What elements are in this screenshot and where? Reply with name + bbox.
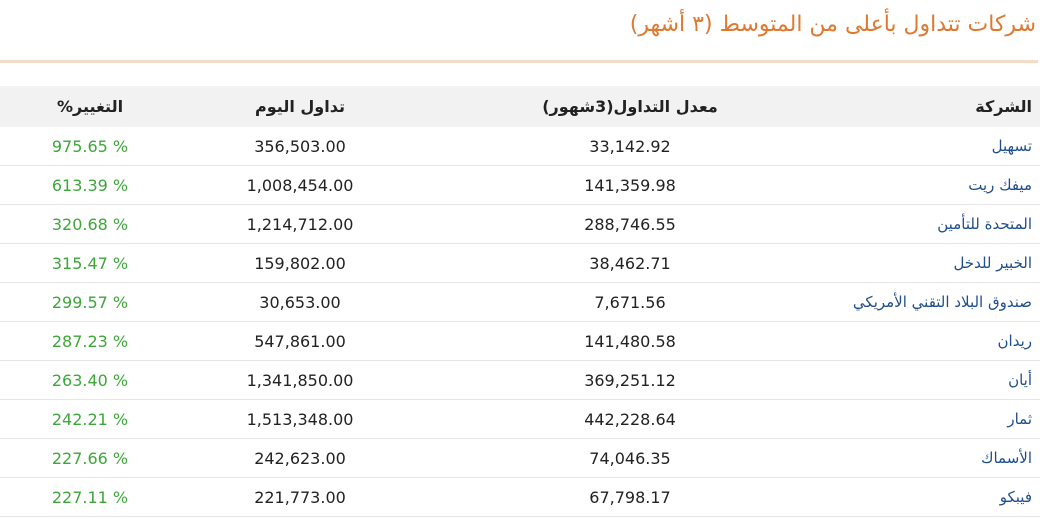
table-row: ثمار 442,228.64 1,513,348.00 242.21 % (0, 400, 1040, 439)
avg-volume-value: 141,359.98 (584, 175, 676, 195)
company-link[interactable]: أيان (1008, 371, 1032, 389)
company-link[interactable]: تسهيل (991, 137, 1032, 155)
change-value: 315.47 % (51, 253, 129, 273)
table-header: الشركة معدل التداول(3شهور) تداول اليوم ا… (0, 86, 1040, 127)
change-value: 320.68 % (51, 214, 129, 234)
avg-volume-value: 442,228.64 (584, 409, 676, 429)
change-value: 299.57 % (51, 292, 129, 312)
avg-volume-value: 74,046.35 (589, 448, 671, 468)
table-row: الأسماك 74,046.35 242,623.00 227.66 % (0, 439, 1040, 478)
company-link[interactable]: فيبكو (999, 488, 1032, 506)
page-title: شركات تتداول بأعلى من المتوسط (٣ أشهر) (629, 12, 1036, 37)
table-row: فيبكو 67,798.17 221,773.00 227.11 % (0, 478, 1040, 517)
avg-volume-value: 33,142.92 (589, 136, 671, 156)
avg-volume-value: 288,746.55 (584, 214, 676, 234)
change-value: 975.65 % (51, 136, 129, 156)
title-divider (0, 60, 1038, 63)
avg-volume-value: 67,798.17 (589, 487, 671, 507)
table-row: ميفك ريت 141,359.98 1,008,454.00 613.39 … (0, 166, 1040, 205)
company-link[interactable]: الأسماك (981, 449, 1032, 467)
today-volume-value: 547,861.00 (254, 331, 346, 351)
today-volume-value: 30,653.00 (259, 292, 341, 312)
change-value: 287.23 % (51, 331, 129, 351)
change-value: 242.21 % (51, 409, 129, 429)
table-row: صندوق البلاد التقني الأمريكي 7,671.56 30… (0, 283, 1040, 322)
table-row: أيان 369,251.12 1,341,850.00 263.40 % (0, 361, 1040, 400)
today-volume-value: 242,623.00 (254, 448, 346, 468)
header-avg-volume: معدل التداول(3شهور) (542, 97, 718, 116)
today-volume-value: 1,513,348.00 (246, 409, 354, 429)
avg-volume-value: 7,671.56 (594, 292, 666, 312)
header-today-volume: تداول اليوم (255, 97, 345, 116)
avg-volume-value: 38,462.71 (589, 253, 671, 273)
company-link[interactable]: المتحدة للتأمين (937, 215, 1032, 233)
company-link[interactable]: ثمار (1007, 410, 1032, 428)
avg-volume-value: 369,251.12 (584, 370, 676, 390)
table-row: ريدان 141,480.58 547,861.00 287.23 % (0, 322, 1040, 361)
table-row: المتحدة للتأمين 288,746.55 1,214,712.00 … (0, 205, 1040, 244)
high-volume-table: الشركة معدل التداول(3شهور) تداول اليوم ا… (0, 86, 1040, 517)
today-volume-value: 1,008,454.00 (246, 175, 354, 195)
company-link[interactable]: ميفك ريت (968, 176, 1032, 194)
today-volume-value: 1,214,712.00 (246, 214, 354, 234)
avg-volume-value: 141,480.58 (584, 331, 676, 351)
header-change: التغيير% (56, 97, 124, 116)
change-value: 227.11 % (51, 487, 129, 507)
today-volume-value: 1,341,850.00 (246, 370, 354, 390)
company-link[interactable]: الخبير للدخل (953, 254, 1032, 272)
company-link[interactable]: صندوق البلاد التقني الأمريكي (852, 293, 1032, 311)
change-value: 227.66 % (51, 448, 129, 468)
change-value: 613.39 % (51, 175, 129, 195)
header-company: الشركة (975, 97, 1032, 116)
today-volume-value: 356,503.00 (254, 136, 346, 156)
table-row: الخبير للدخل 38,462.71 159,802.00 315.47… (0, 244, 1040, 283)
company-link[interactable]: ريدان (997, 332, 1032, 350)
today-volume-value: 221,773.00 (254, 487, 346, 507)
change-value: 263.40 % (51, 370, 129, 390)
table-row: تسهيل 33,142.92 356,503.00 975.65 % (0, 127, 1040, 166)
today-volume-value: 159,802.00 (254, 253, 346, 273)
